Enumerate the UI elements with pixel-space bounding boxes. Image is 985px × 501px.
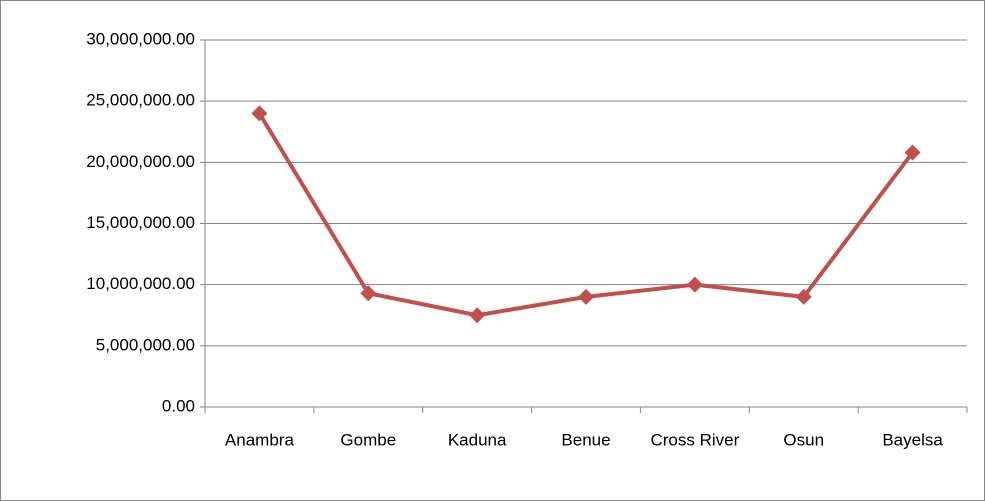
x-tick-label: Gombe — [340, 430, 396, 449]
data-point — [469, 307, 486, 324]
data-point — [795, 288, 812, 305]
x-tick-label: Benue — [561, 430, 610, 449]
y-tick-label: 25,000,000.00 — [86, 91, 195, 110]
x-tick-label: Osun — [783, 430, 824, 449]
y-tick-label: 0.00 — [162, 396, 195, 415]
y-tick-label: 15,000,000.00 — [86, 213, 195, 232]
data-point — [904, 144, 921, 161]
y-tick-label: 5,000,000.00 — [96, 335, 195, 354]
x-tick-label: Anambra — [225, 430, 295, 449]
data-point — [686, 276, 703, 293]
y-tick-label: 20,000,000.00 — [86, 152, 195, 171]
x-tick-label: Kaduna — [448, 430, 507, 449]
x-tick-label: Cross River — [650, 430, 739, 449]
data-point — [251, 105, 268, 122]
y-tick-label: 10,000,000.00 — [86, 274, 195, 293]
x-tick-label: Bayelsa — [882, 430, 943, 449]
y-tick-label: 30,000,000.00 — [86, 29, 195, 48]
data-point — [360, 285, 377, 302]
data-point — [578, 288, 594, 305]
